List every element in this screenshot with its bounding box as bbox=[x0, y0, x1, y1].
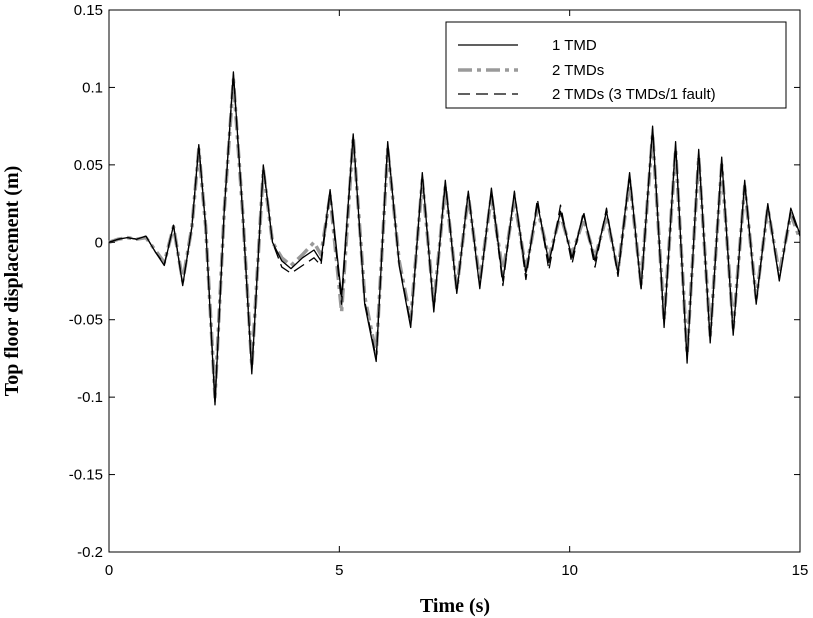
x-tick-label: 5 bbox=[335, 562, 343, 579]
series-line-3 bbox=[108, 74, 801, 403]
ticks-layer: 0 5 10 15 -0.2 -0.15 -0.1 -0.05 0 0.05 0.1 0.15 bbox=[69, 2, 809, 579]
x-tick-label: 15 bbox=[792, 562, 809, 579]
y-tick-label: 0 bbox=[95, 234, 103, 251]
legend: 1 TMD 2 TMDs 2 TMDs (3 TMDs/1 fault) bbox=[445, 21, 787, 109]
legend-label-2: 2 TMDs bbox=[552, 62, 604, 79]
y-tick-label: 0.05 bbox=[74, 157, 103, 174]
y-tick-label: -0.1 bbox=[77, 389, 103, 406]
legend-label-3: 2 TMDs (3 TMDs/1 fault) bbox=[552, 86, 716, 103]
series-layer bbox=[108, 71, 802, 406]
x-tick-label: 0 bbox=[105, 562, 113, 579]
y-tick-label: -0.15 bbox=[69, 467, 103, 484]
y-tick-label: -0.2 bbox=[77, 544, 103, 561]
x-tick-label: 10 bbox=[561, 562, 578, 579]
legend-label-1: 1 TMD bbox=[552, 37, 597, 54]
y-axis-title: Top floor displacement (m) bbox=[1, 166, 23, 397]
y-tick-label: 0.1 bbox=[82, 79, 103, 96]
y-tick-label: -0.05 bbox=[69, 312, 103, 329]
y-tick-label: 0.15 bbox=[74, 2, 103, 19]
x-axis-title: Time (s) bbox=[420, 595, 490, 617]
